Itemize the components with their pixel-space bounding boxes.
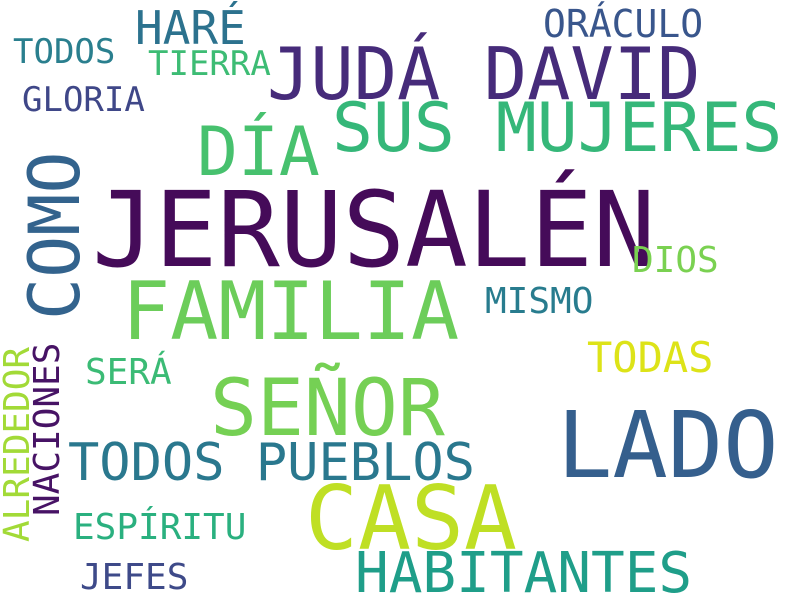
word-todas: TODAS xyxy=(587,333,714,382)
word-lado: LADO xyxy=(557,392,779,499)
word-jefes: JEFES xyxy=(80,557,189,598)
word-jerusalen: JERUSALÉN xyxy=(92,169,656,291)
word-espiritu: ESPÍRITU xyxy=(73,507,247,548)
word-oraculo: ORÁCULO xyxy=(543,2,704,46)
word-todos-pueblos: TODOS PUEBLOS xyxy=(68,433,475,493)
word-dia: DÍA xyxy=(197,113,320,192)
word-juda-david: JUDÁ DAVID xyxy=(267,32,701,116)
word-familia: FAMILIA xyxy=(122,265,460,358)
word-tierra: TIERRA xyxy=(148,44,271,84)
word-casa: CASA xyxy=(305,467,517,570)
word-dios: DIOS xyxy=(632,240,719,281)
word-sera: SERÁ xyxy=(85,352,172,393)
word-gloria: GLORIA xyxy=(22,80,145,120)
word-habitantes: HABITANTES xyxy=(355,541,693,606)
word-todos: TODOS xyxy=(13,32,116,72)
word-hare: HARÉ xyxy=(135,1,246,55)
word-mismo: MISMO xyxy=(485,281,594,322)
word-naciones: NACIONES xyxy=(27,342,68,516)
word-sus-mujeres: SUS MUJERES xyxy=(332,89,783,168)
word-como: COMO xyxy=(14,151,96,320)
word-senor: SEÑOR xyxy=(210,364,445,454)
